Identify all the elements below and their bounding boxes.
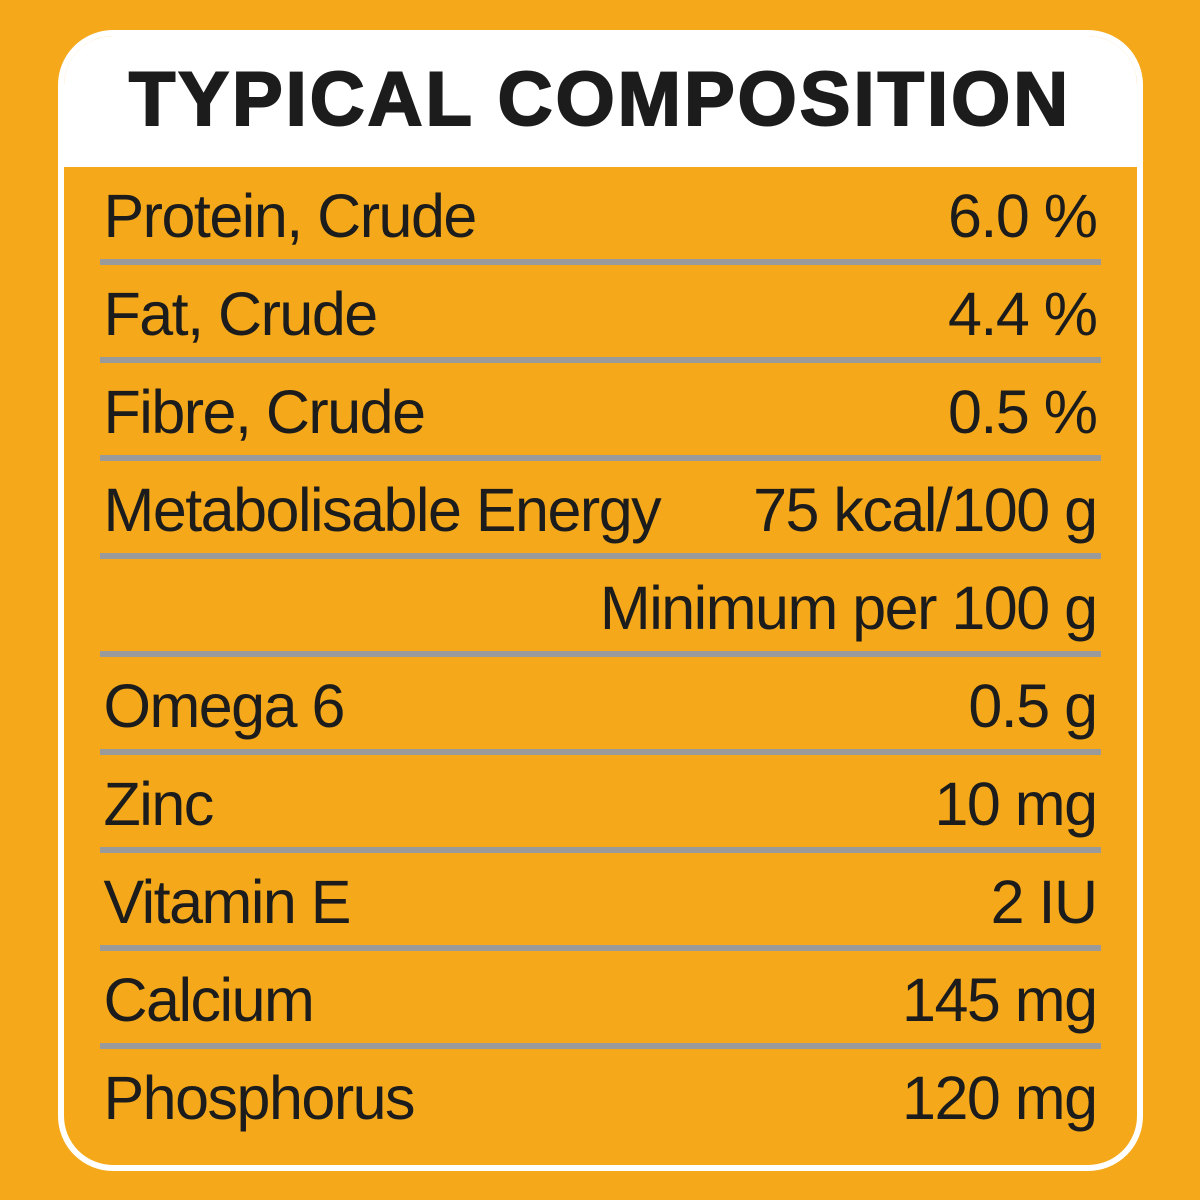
panel-title: TYPICAL COMPOSITION (74, 56, 1127, 143)
row-value: 145 mg (902, 965, 1096, 1035)
row-value: 10 mg (934, 769, 1096, 839)
title-bar: TYPICAL COMPOSITION (64, 36, 1137, 167)
row-value: 2 IU (991, 867, 1097, 937)
subheading-row: Minimum per 100 g (100, 559, 1101, 657)
table-row: Fat, Crude 4.4 % (100, 265, 1101, 363)
row-label: Calcium (104, 965, 314, 1035)
table-row: Fibre, Crude 0.5 % (100, 363, 1101, 461)
row-value: 4.4 % (948, 279, 1097, 349)
subheading-text: Minimum per 100 g (600, 573, 1097, 643)
table-row: Zinc 10 mg (100, 755, 1101, 853)
row-value: 75 kcal/100 g (753, 475, 1096, 545)
row-label: Fat, Crude (104, 279, 377, 349)
row-label: Fibre, Crude (104, 377, 425, 447)
row-label: Vitamin E (104, 867, 350, 937)
row-label: Zinc (104, 769, 213, 839)
table-row: Omega 6 0.5 g (100, 657, 1101, 755)
table-row: Protein, Crude 6.0 % (100, 167, 1101, 265)
row-label: Omega 6 (104, 671, 344, 741)
table-row: Metabolisable Energy 75 kcal/100 g (100, 461, 1101, 559)
table-row: Phosphorus 120 mg (100, 1049, 1101, 1141)
row-value: 0.5 % (948, 377, 1097, 447)
composition-rows: Protein, Crude 6.0 % Fat, Crude 4.4 % Fi… (64, 167, 1137, 1165)
row-label: Phosphorus (104, 1063, 415, 1133)
table-row: Vitamin E 2 IU (100, 853, 1101, 951)
row-value: 0.5 g (968, 671, 1096, 741)
row-value: 120 mg (902, 1063, 1096, 1133)
row-label: Protein, Crude (104, 181, 476, 251)
row-label: Metabolisable Energy (104, 475, 661, 545)
table-row: Calcium 145 mg (100, 951, 1101, 1049)
row-value: 6.0 % (948, 181, 1097, 251)
composition-panel: TYPICAL COMPOSITION Protein, Crude 6.0 %… (58, 30, 1143, 1171)
